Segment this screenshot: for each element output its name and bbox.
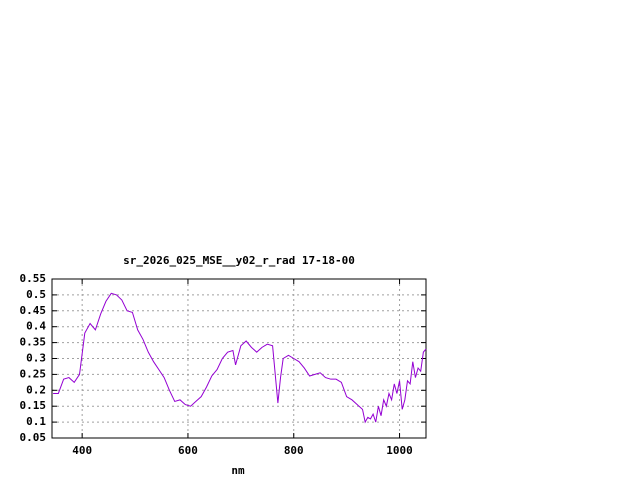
plot-frame	[51, 278, 427, 439]
y-tick-label: 0.4	[26, 320, 46, 333]
y-tick-label: 0.5	[26, 288, 46, 301]
chart-title: sr_2026_025_MSE__y02_r_rad 17-18-00	[123, 254, 355, 267]
y-tick-label: 0.05	[20, 431, 47, 444]
y-tick-label: 0.15	[20, 399, 47, 412]
data-line	[53, 292, 427, 424]
y-tick-label: 0.45	[20, 304, 47, 317]
y-tick-label: 0.3	[26, 352, 46, 365]
y-tick-label: 0.55	[20, 272, 47, 285]
x-tick-label: 1000	[386, 444, 413, 457]
x-tick-label: 800	[284, 444, 304, 457]
y-tick-label: 0.1	[26, 415, 46, 428]
y-tick-label: 0.35	[20, 336, 47, 349]
x-axis-label: nm	[231, 464, 245, 477]
x-tick-label: 400	[72, 444, 92, 457]
x-tick-label: 600	[178, 444, 198, 457]
y-tick-label: 0.2	[26, 383, 46, 396]
y-tick-label: 0.25	[20, 367, 47, 380]
